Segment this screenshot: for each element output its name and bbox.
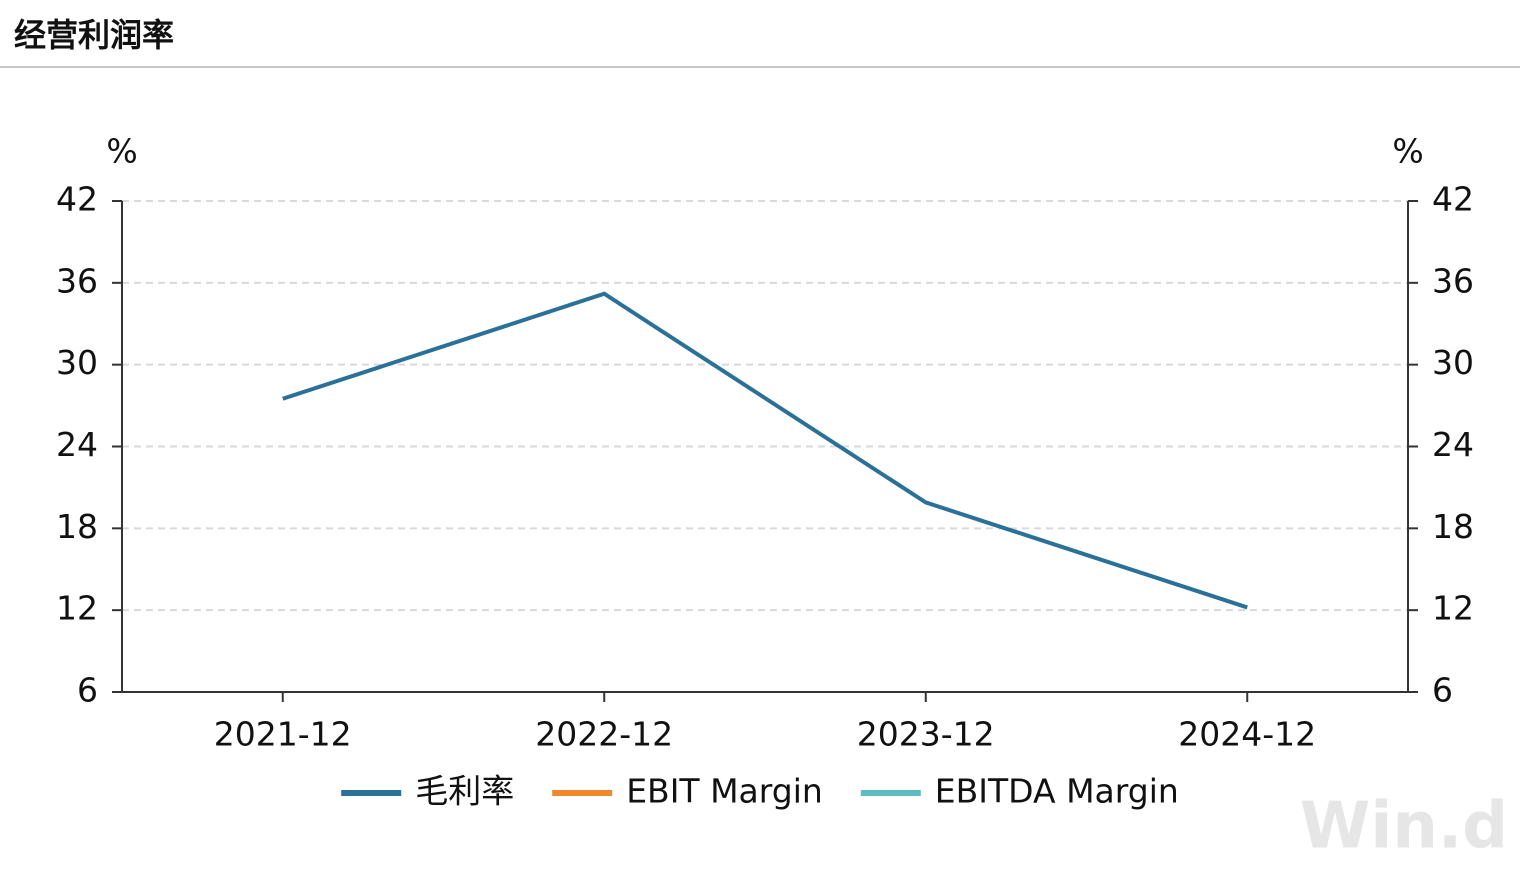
y-tick-label: 18 bbox=[56, 507, 98, 546]
series-line bbox=[282, 291, 1248, 610]
y2-tick-label: 12 bbox=[1432, 589, 1474, 628]
y2-tick-label: 6 bbox=[1432, 671, 1453, 710]
page-title: 经营利润率 bbox=[14, 16, 175, 54]
watermark: Win.d bbox=[1300, 790, 1508, 864]
y-tick-label: 30 bbox=[56, 343, 98, 382]
y-tick-label: 42 bbox=[56, 180, 98, 219]
y2-tick-label: 36 bbox=[1432, 261, 1474, 300]
y2-tick-label: 42 bbox=[1432, 180, 1474, 219]
x-tick-label: 2021-12 bbox=[214, 715, 352, 754]
y-tick-label: 36 bbox=[56, 261, 98, 300]
legend: 毛利率 EBIT Margin EBITDA Margin bbox=[341, 772, 1179, 811]
y-tick-label: 24 bbox=[56, 425, 98, 464]
y2-tick-label: 30 bbox=[1432, 343, 1474, 382]
x-tick-label: 2022-12 bbox=[535, 715, 673, 754]
x-tick-label: 2024-12 bbox=[1178, 715, 1316, 754]
x-tick-label: 2023-12 bbox=[857, 715, 995, 754]
y-tick-label: 12 bbox=[56, 589, 98, 628]
legend-label: EBITDA Margin bbox=[935, 772, 1179, 811]
legend-label: EBIT Margin bbox=[626, 772, 823, 811]
y2-tick-label: 24 bbox=[1432, 425, 1474, 464]
legend-label: 毛利率 bbox=[415, 772, 514, 811]
y2-unit: % bbox=[1392, 132, 1423, 171]
header: 经营利润率 bbox=[0, 0, 1520, 68]
y-tick-label: 6 bbox=[77, 671, 98, 710]
y2-tick-label: 18 bbox=[1432, 507, 1474, 546]
y-unit: % bbox=[106, 132, 137, 171]
